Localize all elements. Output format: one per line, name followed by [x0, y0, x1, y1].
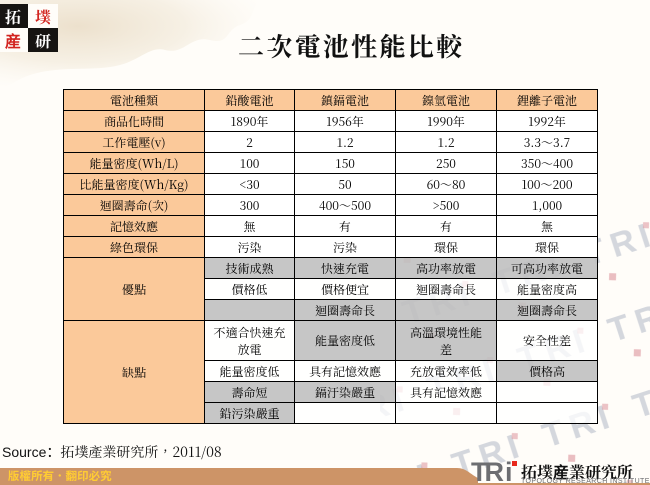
svg-text:版權所有．翻印必究: 版權所有．翻印必究: [8, 468, 112, 484]
